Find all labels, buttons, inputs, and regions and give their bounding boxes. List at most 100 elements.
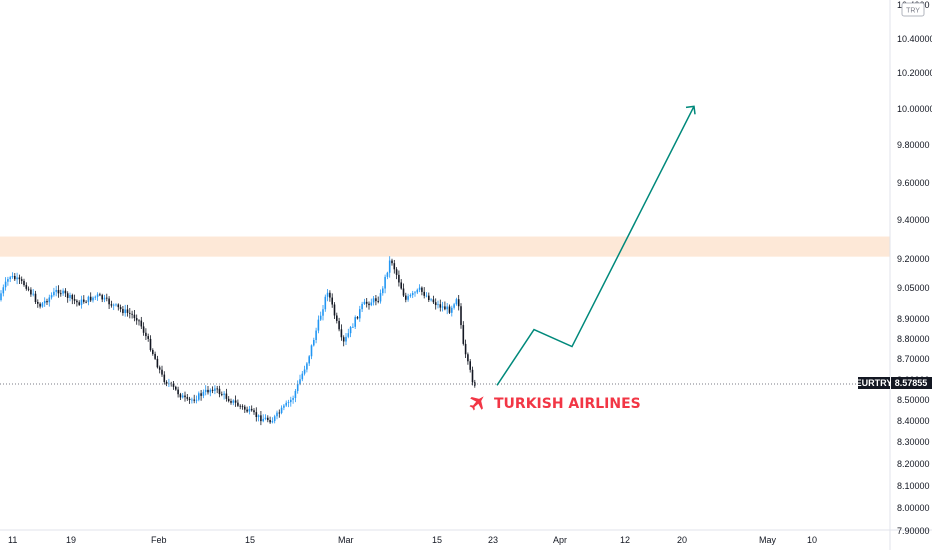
candle-body (158, 367, 161, 370)
candle-body (349, 327, 352, 334)
candle-body (119, 307, 122, 310)
candle-body (386, 272, 389, 277)
candle-body (209, 389, 212, 393)
candle-body (2, 287, 5, 294)
candle-body (138, 320, 140, 322)
time-axis[interactable]: 11 19 Feb 15 Mar 15 23 Apr 12 20 May 10 (8, 535, 817, 545)
candle-body (326, 292, 329, 297)
candle-body (363, 301, 366, 304)
price-tick-label: 9.20000 (897, 254, 930, 264)
candle-body (184, 395, 186, 398)
candle-body (359, 309, 361, 319)
price-tick-label: 8.70000 (897, 354, 930, 364)
time-tick-label: 15 (432, 535, 442, 545)
candle-body (425, 295, 428, 297)
price-tick-label: 8.30000 (897, 437, 930, 447)
candle-body (354, 317, 356, 327)
candle-body (306, 363, 308, 370)
candle-body (216, 388, 218, 390)
candle-body (110, 304, 113, 306)
candle-body (257, 415, 260, 418)
candle-body (285, 402, 287, 406)
candle-body (131, 313, 133, 315)
candle-body (271, 421, 274, 423)
candle-body (154, 353, 156, 359)
price-tick-label: 10.00000 (897, 104, 932, 114)
candle-body (441, 306, 444, 308)
candle-body (333, 304, 336, 316)
candle-body (186, 397, 189, 399)
candle-body (55, 289, 57, 292)
candle-body (200, 393, 202, 396)
candle-body (207, 389, 209, 393)
price-tick-label: 8.40000 (897, 416, 930, 426)
candle-body (85, 301, 87, 303)
candle-body (296, 383, 299, 391)
candle-body (149, 338, 152, 350)
candle-body (407, 296, 409, 300)
candle-body (198, 393, 200, 400)
candle-body (177, 389, 179, 395)
candle-body (460, 306, 462, 326)
candle-body (25, 285, 28, 289)
candle-body (115, 304, 117, 306)
candle-body (299, 379, 301, 384)
candle-body (239, 405, 241, 407)
candle-body (405, 295, 407, 300)
candle-body (14, 275, 16, 280)
price-tick-label: 9.60000 (897, 178, 930, 188)
candle-body (211, 389, 214, 391)
candle-body (122, 309, 124, 314)
currency-badge[interactable] (901, 2, 925, 17)
time-tick-label: 23 (488, 535, 498, 545)
candle-body (303, 369, 306, 374)
candle-body (273, 416, 276, 422)
candle-body (308, 356, 310, 364)
symbol-tag (858, 377, 890, 389)
candle-body (457, 299, 460, 307)
candle-body (246, 409, 248, 412)
candle-body (135, 318, 138, 321)
time-tick-label: May (759, 535, 777, 545)
candle-body (446, 306, 448, 310)
candle-body (27, 288, 30, 290)
candle-body (276, 412, 278, 417)
candle-body (432, 299, 435, 303)
candle-body (414, 292, 416, 294)
candle-body (11, 275, 14, 278)
candle-body (16, 277, 18, 280)
candle-body (352, 326, 354, 328)
candle-body (140, 320, 143, 327)
candle-body (395, 269, 398, 275)
candle-body (108, 298, 110, 305)
candle-body (227, 398, 230, 402)
candle-body (145, 332, 147, 337)
candle-body (163, 374, 166, 382)
candle-body (156, 358, 159, 368)
candle-body (30, 289, 32, 295)
last-price-tag (891, 377, 932, 389)
candle-body (310, 345, 313, 357)
candle-body (437, 304, 439, 306)
candle-body (89, 296, 92, 301)
candle-body (287, 402, 290, 403)
candle-body (411, 293, 414, 296)
candle-body (43, 301, 46, 304)
candle-body (421, 287, 423, 292)
candle-body (195, 399, 198, 401)
time-tick-label: 11 (8, 535, 17, 545)
candle-body (317, 319, 320, 331)
candle-body (7, 279, 9, 282)
price-tick-label: 7.90000 (897, 526, 930, 536)
candle-body (467, 354, 469, 362)
candle-body (292, 398, 294, 400)
candle-body (232, 400, 235, 403)
candle-body (444, 306, 446, 310)
last-price-label: 8.57855 (895, 378, 928, 388)
candle-body (416, 289, 419, 293)
price-axis[interactable]: 10.400010.4000010.2000010.000009.800009.… (897, 0, 932, 536)
candle-body (336, 315, 338, 321)
currency-label: TRY (906, 8, 920, 15)
candle-body (230, 401, 232, 403)
